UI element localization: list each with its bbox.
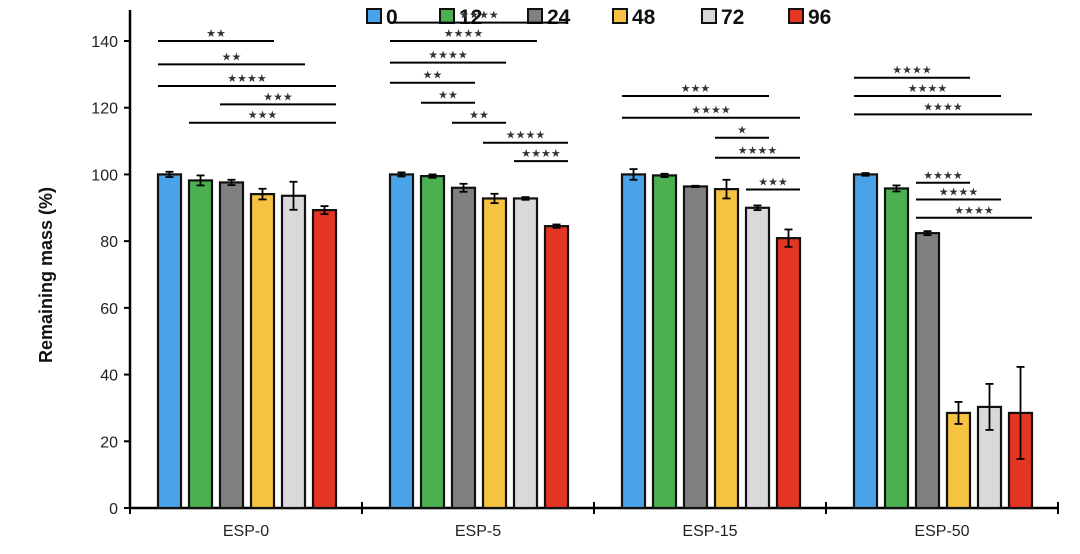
y-tick-label: 140 [91, 34, 118, 51]
legend-label-96h: 96 [808, 6, 831, 29]
y-tick-label: 80 [100, 234, 118, 251]
bar-12h-ESP-5 [419, 174, 446, 510]
significance-label: ★★★ [263, 90, 293, 103]
legend-swatch-72h [701, 8, 717, 24]
bar-24h-ESP-50 [914, 232, 941, 510]
bar-0h-ESP-50 [852, 173, 879, 510]
bar-48h-ESP-50 [945, 411, 972, 510]
bar-0h-ESP-5 [388, 173, 415, 510]
bar-96h-ESP-0 [311, 209, 338, 510]
significance-label: ★★★★ [939, 185, 979, 198]
x-category-label: ESP-0 [223, 523, 269, 540]
significance-label: ★★★★ [227, 72, 267, 85]
legend-swatch-0h [366, 8, 382, 24]
bar-96h-ESP-5 [543, 225, 570, 510]
significance-label: ★★★★ [892, 64, 932, 77]
y-axis-title: Remaining mass (%) [36, 187, 56, 363]
legend-swatch-12h [439, 8, 455, 24]
significance-label: ★★ [222, 50, 242, 63]
significance-brackets: ★★★★★★★★★★★★★★★★★★★★★★★★★★★★★★★★★★★★★★★★… [158, 9, 1032, 219]
legend-label-72h: 72 [721, 6, 744, 29]
bar-0h-ESP-0 [156, 173, 183, 510]
significance-label: ★★ [469, 109, 489, 122]
bar-24h-ESP-5 [450, 186, 477, 510]
legend-swatch-24h [527, 8, 543, 24]
y-tick-label: 100 [91, 167, 118, 184]
bar-48h-ESP-0 [249, 193, 276, 510]
significance-label: ★★★★ [428, 49, 468, 62]
significance-label: ★★★★ [521, 147, 561, 160]
significance-label: ★★ [423, 69, 443, 82]
x-category-label: ESP-15 [682, 523, 737, 540]
significance-label: ★★★ [758, 175, 788, 188]
significance-label: ★★★★ [954, 204, 994, 217]
legend-label-0h: 0 [386, 6, 398, 29]
legend-swatch-96h [788, 8, 804, 24]
significance-label: ★★★★ [506, 129, 546, 142]
significance-label: ★★★★ [444, 27, 484, 40]
significance-label: ★★★★ [459, 9, 499, 22]
legend-swatch-48h [612, 8, 628, 24]
significance-label: ★★★★ [738, 144, 778, 157]
legend-label-24h: 24 [547, 6, 571, 29]
y-tick-label: 20 [100, 434, 118, 451]
significance-label: ★ [737, 124, 747, 137]
y-tick-label: 120 [91, 101, 118, 118]
significance-label: ★★ [206, 27, 226, 40]
significance-label: ★★★★ [923, 169, 963, 182]
bar-72h-ESP-15 [744, 206, 771, 510]
y-tick-label: 0 [109, 501, 118, 518]
significance-label: ★★ [438, 89, 458, 102]
x-category-label: ESP-5 [455, 523, 501, 540]
bar-24h-ESP-0 [218, 181, 245, 510]
bar-12h-ESP-0 [187, 179, 214, 510]
bar-48h-ESP-15 [713, 188, 740, 510]
x-category-label: ESP-50 [914, 523, 969, 540]
bar-12h-ESP-15 [651, 174, 678, 510]
bar-12h-ESP-50 [883, 187, 910, 510]
bar-24h-ESP-15 [682, 185, 709, 510]
significance-label: ★★★★ [923, 100, 963, 113]
y-axis: 0 20 40 60 80 100 120 140 [91, 10, 132, 518]
legend: 0 12 24 48 72 96 [366, 6, 831, 29]
significance-label: ★★★ [248, 109, 278, 122]
significance-label: ★★★ [681, 82, 711, 95]
legend-label-48h: 48 [632, 6, 656, 29]
bars [156, 168, 1034, 510]
bar-0h-ESP-15 [620, 173, 647, 510]
bar-72h-ESP-0 [280, 194, 307, 510]
significance-label: ★★★★ [908, 82, 948, 95]
bar-96h-ESP-15 [775, 237, 802, 510]
bar-72h-ESP-5 [512, 197, 539, 510]
y-tick-label: 40 [100, 368, 118, 385]
y-tick-label: 60 [100, 301, 118, 318]
significance-label: ★★★★ [691, 104, 731, 117]
bar-48h-ESP-5 [481, 197, 508, 510]
